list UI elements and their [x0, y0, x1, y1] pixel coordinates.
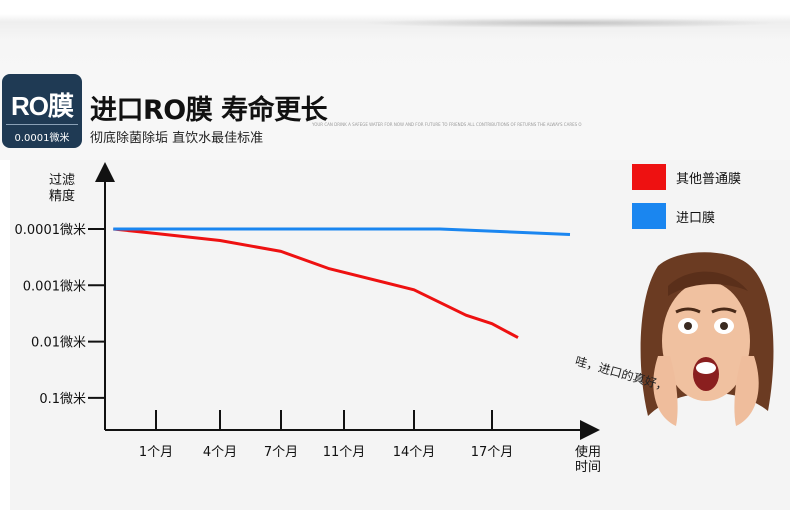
badge-sub-text: 0.0001微米 [6, 124, 78, 144]
legend-item-other: 其他普通膜 [632, 164, 741, 190]
header-background [0, 72, 790, 160]
legend-label-other: 其他普通膜 [676, 171, 742, 187]
banner-shadow [360, 18, 780, 28]
series-line-1 [113, 227, 571, 236]
legend-label-imported: 进口膜 [676, 210, 716, 226]
top-banner [0, 0, 790, 72]
surprised-woman-photo [640, 252, 774, 510]
x-tick-label: 11个月 [323, 445, 366, 460]
x-tick-label: 7个月 [264, 445, 298, 460]
x-axis-label: 时间 [575, 460, 601, 475]
y-axis-label: 精度 [49, 188, 75, 204]
y-tick-label: 0.0001微米 [15, 223, 87, 238]
legend-swatch-blue [632, 203, 666, 229]
x-tick-label: 14个月 [393, 445, 436, 460]
decorative-small-text: YOUR CAN DRINK A SAFEGE WATER FOR NOW AN… [312, 122, 582, 127]
badge-main-text: RO膜 [10, 91, 74, 121]
x-tick-label: 4个月 [203, 445, 237, 460]
ro-badge: RO膜 0.0001微米 [2, 74, 82, 148]
y-axis-label: 过滤 [49, 173, 75, 188]
y-tick-label: 0.01微米 [31, 336, 86, 351]
legend-swatch-red [632, 164, 666, 190]
x-tick-label: 17个月 [471, 445, 514, 460]
y-tick-label: 0.1微米 [39, 392, 86, 407]
x-axis-label: 使用 [575, 444, 601, 460]
series-line-0 [113, 227, 519, 339]
x-tick-label: 1个月 [139, 445, 173, 460]
page-title: 进口RO膜 寿命更长 [90, 95, 328, 126]
page-subtitle: 彻底除菌除垢 直饮水最佳标准 [90, 131, 264, 146]
y-tick-label: 0.001微米 [23, 279, 86, 294]
legend-item-imported: 进口膜 [632, 203, 715, 229]
